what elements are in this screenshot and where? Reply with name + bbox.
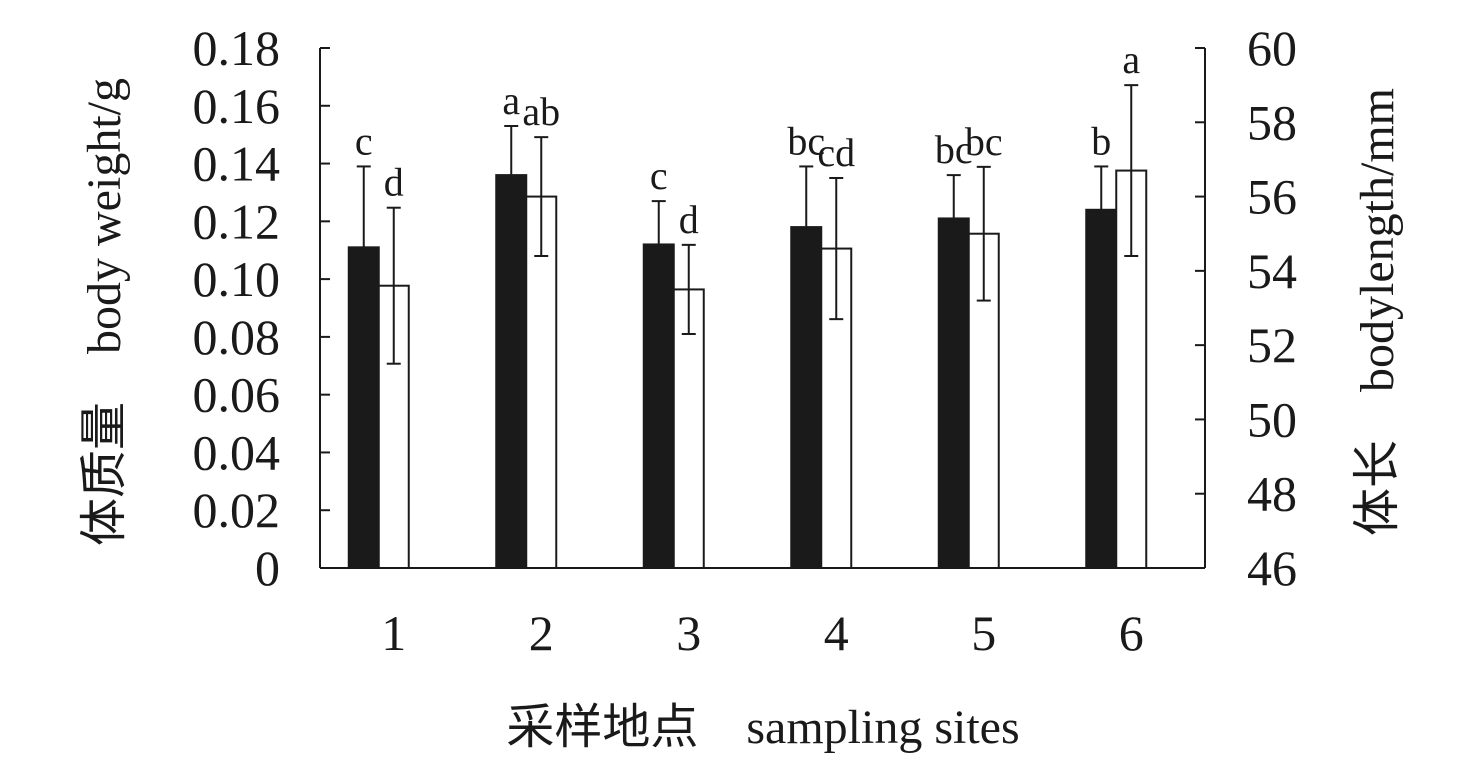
significance-label-s2-site5: bc xyxy=(965,119,1003,164)
significance-label-s1-site5: bc xyxy=(935,127,973,172)
bar-s1-site6 xyxy=(1085,208,1118,569)
x-tick-label: 5 xyxy=(971,605,996,661)
significance-label-s2-site3: d xyxy=(679,197,699,242)
bar-s2-site2 xyxy=(525,195,558,569)
y-left-tick-label: 0.04 xyxy=(193,424,281,480)
axes: 00.020.040.060.080.100.120.140.160.18464… xyxy=(193,20,1298,661)
x-tick-label: 3 xyxy=(676,605,701,661)
y-left-tick-label: 0.02 xyxy=(193,482,281,538)
significance-label-s2-site2: ab xyxy=(522,89,560,134)
significance-label-s2-site1: d xyxy=(384,160,404,205)
x-tick-label: 6 xyxy=(1119,605,1144,661)
y-right-tick-label: 60 xyxy=(1247,20,1297,76)
y-left-tick-label: 0.06 xyxy=(193,367,281,423)
x-tick-label: 1 xyxy=(381,605,406,661)
bar-s1-site3 xyxy=(642,243,675,569)
significance-label-s1-site3: c xyxy=(650,153,668,198)
significance-label-s1-site1: c xyxy=(355,118,373,163)
bar-s2-site3 xyxy=(672,288,705,569)
y-right-tick-label: 54 xyxy=(1247,243,1297,299)
y-right-tick-label: 58 xyxy=(1247,94,1297,150)
y-left-tick-label: 0.12 xyxy=(193,193,281,249)
y-left-tick-label: 0.14 xyxy=(193,136,281,192)
y-left-tick-label: 0.18 xyxy=(193,20,281,76)
x-tick-label: 4 xyxy=(824,605,849,661)
bar-s1-site2 xyxy=(495,174,528,569)
y-left-tick-label: 0.08 xyxy=(193,309,281,365)
y-left-tick-label: 0 xyxy=(255,540,280,596)
y-left-tick-label: 0.10 xyxy=(193,251,281,307)
y-right-tick-label: 48 xyxy=(1247,466,1297,522)
y-axis-title-right: 体长 bodylength/mm xyxy=(1351,88,1404,536)
x-tick-label: 2 xyxy=(529,605,554,661)
significance-label-s2-site6: a xyxy=(1122,37,1140,82)
significance-label-s2-site4: cd xyxy=(817,130,855,175)
significance-label-s1-site6: b xyxy=(1091,118,1111,163)
bar-s2-site6 xyxy=(1115,169,1148,569)
significance-label-s1-site2: a xyxy=(502,78,520,123)
y-axis-title-left: 体质量 body weight/g xyxy=(78,78,131,546)
y-right-tick-label: 52 xyxy=(1247,317,1297,373)
y-right-tick-label: 56 xyxy=(1247,169,1297,225)
y-left-tick-label: 0.16 xyxy=(193,78,281,134)
bar-s1-site5 xyxy=(937,217,970,569)
y-right-tick-label: 50 xyxy=(1247,391,1297,447)
significance-label-s1-site4: bc xyxy=(787,118,825,163)
x-axis-title: 采样地点 sampling sites xyxy=(506,701,1019,754)
y-right-tick-label: 46 xyxy=(1247,540,1297,596)
